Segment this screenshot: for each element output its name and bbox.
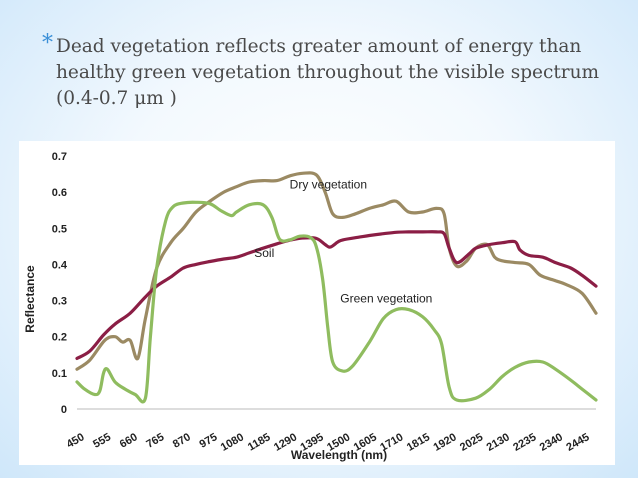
- x-tick-label: 555: [91, 431, 113, 451]
- bullet-marker: *: [42, 31, 53, 56]
- bullet-point: * Dead vegetation reflects greater amoun…: [42, 31, 602, 112]
- x-tick-label: 2025: [458, 431, 485, 454]
- x-tick-label: 765: [144, 431, 166, 451]
- x-tick-label: 660: [118, 431, 140, 451]
- y-tick-label: 0.1: [52, 368, 67, 380]
- y-tick-label: 0.3: [52, 296, 67, 308]
- x-tick-label: 1920: [431, 431, 458, 454]
- y-tick-label: 0: [61, 404, 67, 416]
- label-layer: Dry vegetation Soil Green vegetation: [254, 178, 432, 306]
- series-label-soil: Soil: [254, 246, 274, 260]
- x-tick-label: 2235: [511, 431, 538, 454]
- series-layer: [75, 171, 598, 404]
- y-tick-label: 0.4: [52, 259, 68, 271]
- x-tick-label: 1080: [219, 431, 246, 454]
- y-tick-label: 0.6: [52, 187, 67, 199]
- x-tick-label: 975: [198, 431, 220, 451]
- series-line-soil: [75, 230, 598, 360]
- y-tick-label: 0.7: [52, 151, 67, 163]
- x-tick-label: 1185: [246, 431, 273, 453]
- x-tick-label: 450: [65, 431, 87, 451]
- x-tick-label: 2130: [485, 431, 512, 454]
- series-label-dry-vegetation: Dry vegetation: [290, 178, 367, 192]
- x-tick-label: 2340: [538, 431, 565, 454]
- reflectance-chart: 0 0.1 0.2 0.3 0.4 0.5 0.6 0.7 450 555 660 765 870 975…: [23, 151, 598, 462]
- x-axis-title: Wavelength (nm): [291, 448, 387, 462]
- x-tick-label: 2445: [564, 431, 591, 454]
- y-tick-label: 0.5: [52, 223, 67, 235]
- x-tick-label: 870: [171, 431, 193, 451]
- y-tick-label: 0.2: [52, 332, 67, 344]
- series-label-green-vegetation: Green vegetation: [340, 291, 432, 305]
- series-line-green-vegetation: [75, 200, 598, 404]
- chart-panel: 0 0.1 0.2 0.3 0.4 0.5 0.6 0.7 450 555 660 765 870 975…: [19, 141, 615, 465]
- y-axis-title: Reflectance: [23, 265, 37, 333]
- bullet-text: Dead vegetation reflects greater amount …: [56, 36, 600, 109]
- x-tick-label: 1815: [405, 431, 432, 454]
